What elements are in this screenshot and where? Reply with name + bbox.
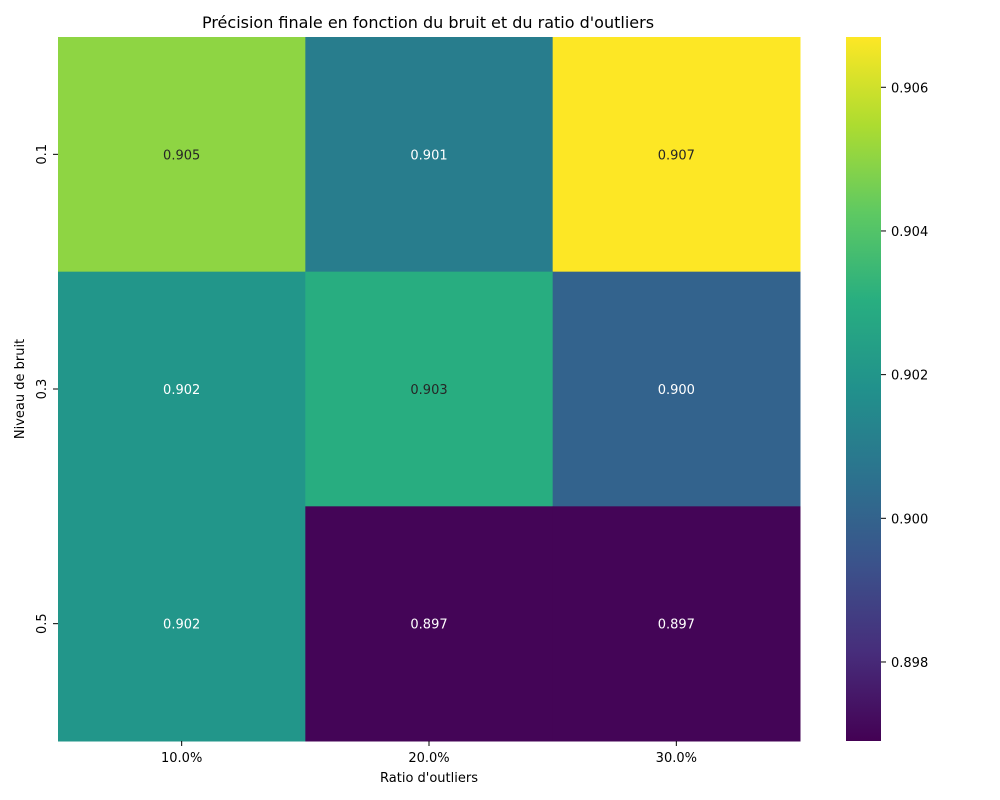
- y-tick-label: 0.3: [35, 379, 50, 400]
- heatmap-cell: [552, 271, 801, 507]
- cell-value-label: 0.897: [658, 618, 695, 633]
- heatmap-cell: [305, 37, 554, 273]
- colorbar-ticks: 0.898 0.900 0.902 0.904 0.906: [881, 81, 928, 671]
- x-axis-ticks: 10.0% 20.0% 30.0%: [161, 741, 697, 766]
- cell-value-label: 0.905: [163, 148, 200, 163]
- y-tick-label: 0.5: [35, 613, 50, 634]
- colorbar-tick-label: 0.902: [891, 369, 928, 384]
- heatmap-cell: [58, 37, 306, 273]
- cell-value-label: 0.900: [658, 383, 695, 398]
- heatmap-cell: [552, 506, 801, 742]
- colorbar-tick-label: 0.906: [891, 81, 928, 96]
- cell-value-label: 0.901: [410, 148, 447, 163]
- heatmap-cell: [58, 506, 306, 742]
- heatmap-cell: [58, 271, 306, 507]
- heatmap-cell-labels: 0.905 0.901 0.907 0.902 0.903 0.900 0.902 0.897…: [163, 148, 695, 632]
- cell-value-label: 0.903: [410, 383, 447, 398]
- chart-title: Précision finale en fonction du bruit et…: [202, 13, 654, 32]
- x-tick-label: 30.0%: [656, 751, 697, 766]
- x-tick-label: 20.0%: [408, 751, 449, 766]
- cell-value-label: 0.907: [658, 148, 695, 163]
- heatmap-cell: [305, 271, 554, 507]
- colorbar-tick-label: 0.898: [891, 656, 928, 671]
- heatmap-cell: [552, 37, 801, 273]
- heatmap-cell: [305, 506, 554, 742]
- colorbar-tick-label: 0.900: [891, 512, 928, 527]
- cell-value-label: 0.902: [163, 618, 200, 633]
- y-axis-ticks: 0.1 0.3 0.5: [35, 144, 58, 634]
- x-tick-label: 10.0%: [161, 751, 202, 766]
- heatmap-cells: [58, 37, 801, 742]
- colorbar: [846, 37, 881, 741]
- cell-value-label: 0.897: [410, 618, 447, 633]
- y-axis-label: Niveau de bruit: [13, 339, 28, 439]
- colorbar-tick-label: 0.904: [891, 225, 928, 240]
- y-tick-label: 0.1: [35, 144, 50, 165]
- x-axis-label: Ratio d'outliers: [380, 771, 478, 786]
- cell-value-label: 0.902: [163, 383, 200, 398]
